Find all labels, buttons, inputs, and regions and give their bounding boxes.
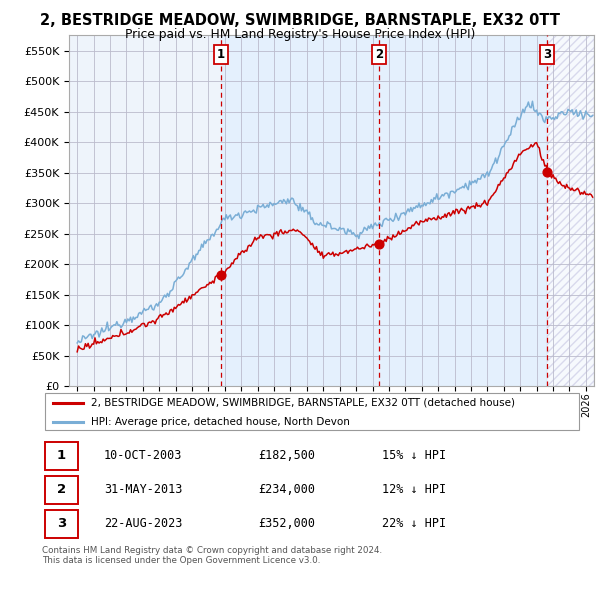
FancyBboxPatch shape [45, 476, 78, 504]
Text: 31-MAY-2013: 31-MAY-2013 [104, 483, 182, 496]
Text: 3: 3 [543, 48, 551, 61]
Text: HPI: Average price, detached house, North Devon: HPI: Average price, detached house, Nort… [91, 417, 349, 427]
Text: Contains HM Land Registry data © Crown copyright and database right 2024.
This d: Contains HM Land Registry data © Crown c… [42, 546, 382, 565]
Point [374, 239, 384, 248]
FancyBboxPatch shape [45, 442, 78, 470]
Text: 1: 1 [217, 48, 226, 61]
Text: £352,000: £352,000 [258, 517, 315, 530]
Text: 22-AUG-2023: 22-AUG-2023 [104, 517, 182, 530]
Text: Price paid vs. HM Land Registry's House Price Index (HPI): Price paid vs. HM Land Registry's House … [125, 28, 475, 41]
Text: 2, BESTRIDGE MEADOW, SWIMBRIDGE, BARNSTAPLE, EX32 0TT (detached house): 2, BESTRIDGE MEADOW, SWIMBRIDGE, BARNSTA… [91, 398, 515, 408]
Text: 10-OCT-2003: 10-OCT-2003 [104, 449, 182, 462]
Bar [547, 35, 594, 386]
FancyBboxPatch shape [45, 510, 78, 538]
Text: 15% ↓ HPI: 15% ↓ HPI [382, 449, 446, 462]
Text: 12% ↓ HPI: 12% ↓ HPI [382, 483, 446, 496]
Text: 1: 1 [57, 449, 66, 462]
Text: 2: 2 [57, 483, 66, 496]
Point [542, 167, 552, 176]
Text: 2: 2 [375, 48, 383, 61]
Point [217, 270, 226, 280]
Text: £182,500: £182,500 [258, 449, 315, 462]
Text: £234,000: £234,000 [258, 483, 315, 496]
Text: 22% ↓ HPI: 22% ↓ HPI [382, 517, 446, 530]
Text: 3: 3 [57, 517, 66, 530]
Bar [221, 35, 547, 386]
Text: 2, BESTRIDGE MEADOW, SWIMBRIDGE, BARNSTAPLE, EX32 0TT: 2, BESTRIDGE MEADOW, SWIMBRIDGE, BARNSTA… [40, 13, 560, 28]
FancyBboxPatch shape [45, 394, 580, 430]
